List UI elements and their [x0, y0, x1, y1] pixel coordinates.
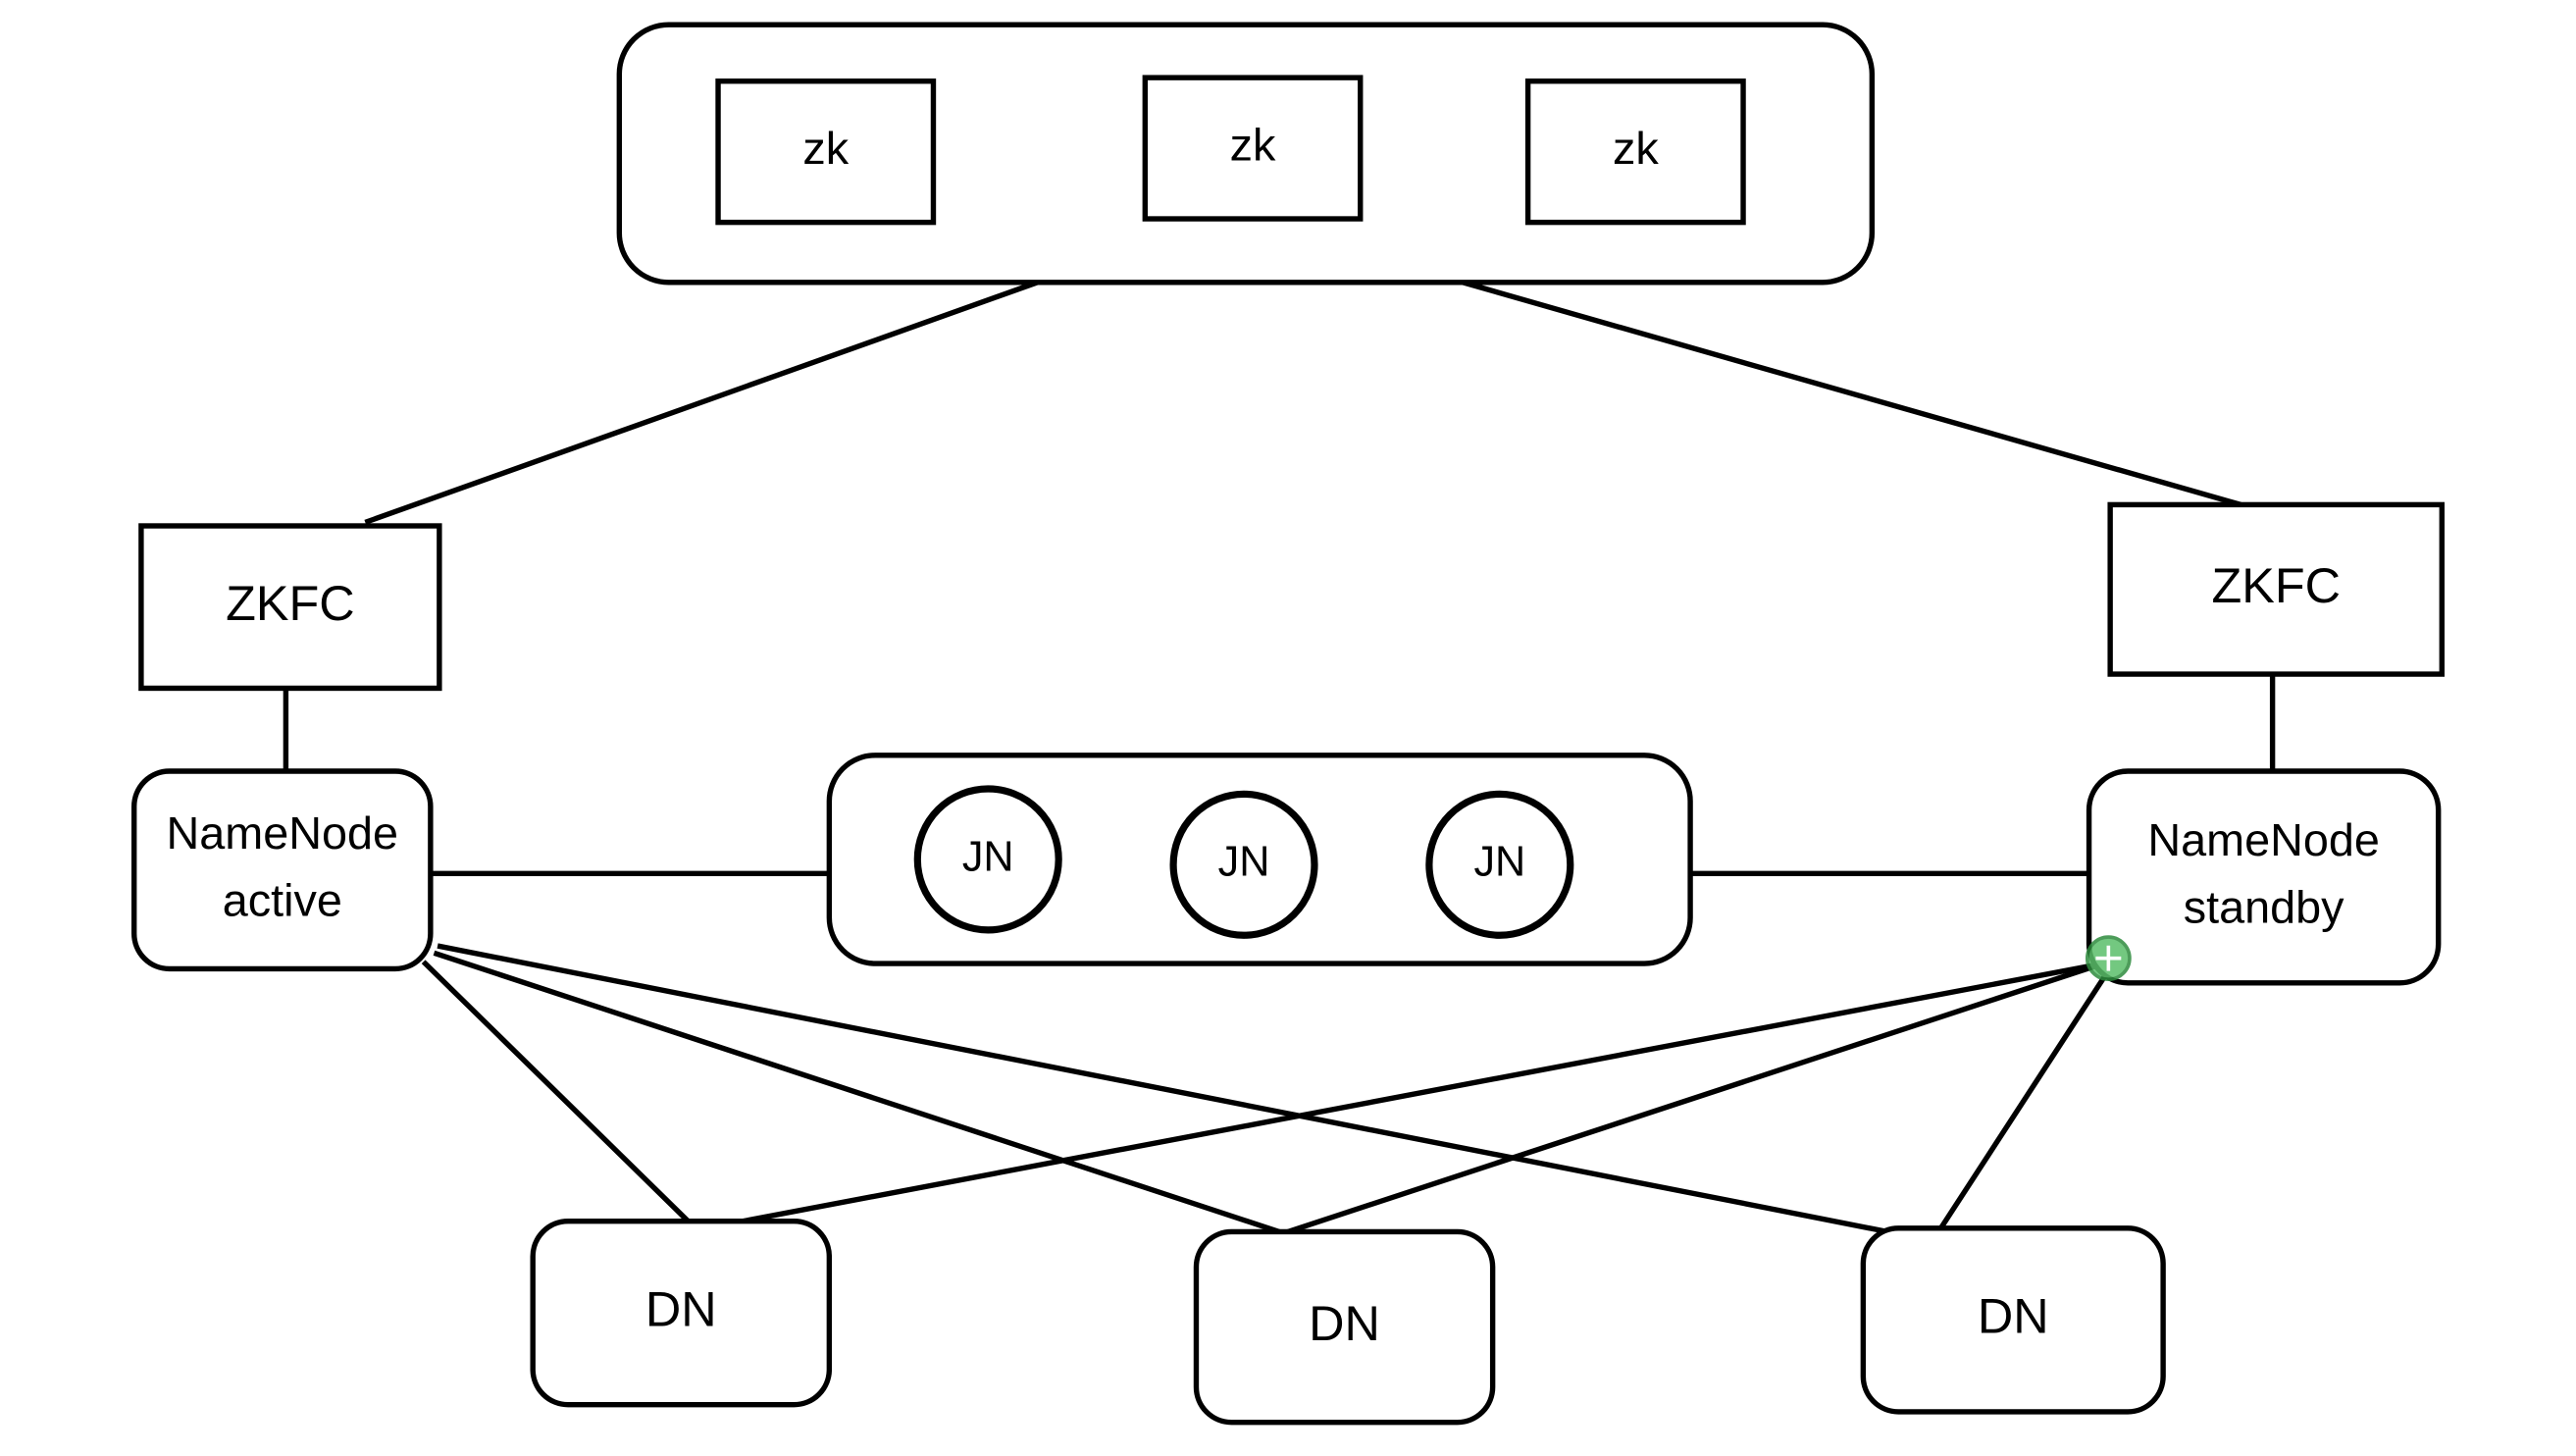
node-zk2-label: zk: [1230, 119, 1276, 170]
node-dn2-label: DN: [1309, 1295, 1380, 1351]
node-dn3-label: DN: [1978, 1288, 2049, 1344]
node-jn1-label: JN: [962, 833, 1014, 880]
node-jn2-label: JN: [1218, 839, 1270, 886]
edge-9: [705, 963, 2103, 1228]
node-zk1-label: zk: [802, 123, 849, 174]
edge-1: [1463, 283, 2241, 505]
node-jn3: JN: [1429, 794, 1571, 935]
node-dn1: DN: [533, 1222, 829, 1405]
node-nn_active-label-1: active: [223, 874, 342, 925]
architecture-diagram: zk zk zk ZKFC ZKFC NameNode active NameNode stan…: [0, 0, 2576, 1456]
node-dn1-label: DN: [645, 1280, 717, 1336]
node-jn1: JN: [917, 789, 1058, 930]
node-zkfc_left-label: ZKFC: [226, 575, 354, 631]
node-zk3: zk: [1528, 81, 1743, 223]
node-nn_standby-label-1: standby: [2184, 881, 2344, 932]
node-zk1: zk: [718, 81, 933, 223]
node-nn_standby-label-0: NameNode: [2147, 814, 2379, 865]
node-zkfc_right-label: ZKFC: [2211, 557, 2340, 613]
node-dn3: DN: [1863, 1228, 2163, 1412]
node-nn_active-label-0: NameNode: [167, 807, 398, 858]
node-zkfc_right: ZKFC: [2110, 504, 2442, 674]
node-nn_standby: NameNode standby: [2089, 771, 2439, 983]
edge-6: [424, 962, 689, 1221]
node-zkfc_left: ZKFC: [141, 526, 439, 688]
node-zk3-label: zk: [1613, 123, 1659, 174]
pointer-layer: [2087, 937, 2130, 979]
node-nn_active: NameNode active: [134, 771, 431, 968]
node-jn3-label: JN: [1473, 839, 1525, 886]
edge-7: [434, 953, 1279, 1231]
nodes-layer: zk zk zk ZKFC ZKFC NameNode active NameNode stan…: [134, 25, 2443, 1423]
node-zk2: zk: [1145, 78, 1360, 219]
node-dn2: DN: [1196, 1231, 1492, 1422]
edge-0: [365, 283, 1037, 523]
node-jn2: JN: [1173, 794, 1314, 935]
